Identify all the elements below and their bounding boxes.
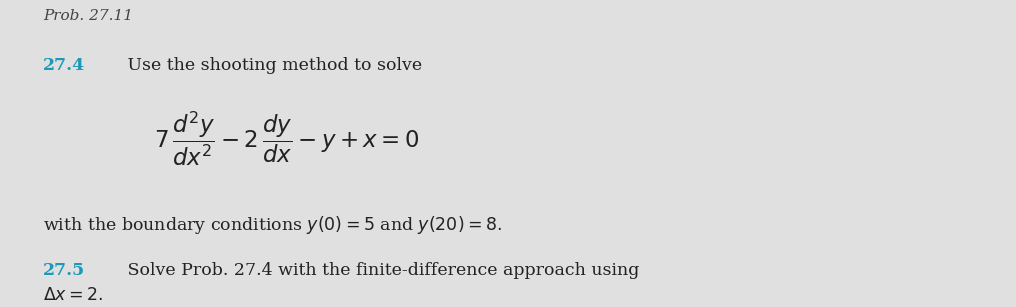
Text: 27.4: 27.4 <box>44 57 85 74</box>
Text: 27.5: 27.5 <box>44 262 85 279</box>
Text: with the boundary conditions $y(0) = 5$ and $y(20) = 8.$: with the boundary conditions $y(0) = 5$ … <box>44 214 502 236</box>
Text: Solve Prob. 27.4 with the finite-difference approach using: Solve Prob. 27.4 with the finite-differe… <box>122 262 639 279</box>
Text: $\Delta x = 2.$: $\Delta x = 2.$ <box>44 287 104 304</box>
Text: Use the shooting method to solve: Use the shooting method to solve <box>122 57 422 74</box>
Text: $7\,\dfrac{d^{2}y}{dx^{2}} - 2\,\dfrac{dy}{dx} - y + x = 0$: $7\,\dfrac{d^{2}y}{dx^{2}} - 2\,\dfrac{d… <box>154 109 420 168</box>
Text: Prob. 27.11: Prob. 27.11 <box>44 9 133 23</box>
